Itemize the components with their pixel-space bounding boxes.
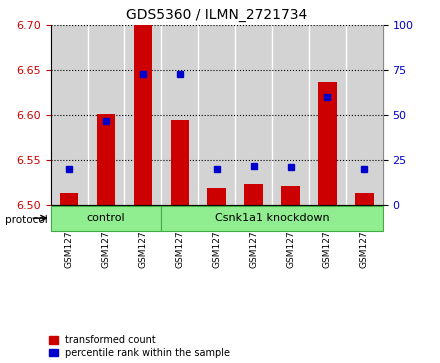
Title: GDS5360 / ILMN_2721734: GDS5360 / ILMN_2721734 xyxy=(126,8,307,22)
Bar xyxy=(198,25,235,205)
Bar xyxy=(309,25,346,205)
Bar xyxy=(125,25,161,205)
Bar xyxy=(51,25,88,205)
Legend: transformed count, percentile rank within the sample: transformed count, percentile rank withi… xyxy=(49,335,231,358)
Text: Csnk1a1 knockdown: Csnk1a1 knockdown xyxy=(215,213,330,223)
Bar xyxy=(161,25,198,205)
Bar xyxy=(134,25,152,205)
Bar xyxy=(346,25,383,205)
FancyBboxPatch shape xyxy=(161,207,383,231)
Bar xyxy=(272,25,309,205)
Bar xyxy=(355,193,374,205)
Text: control: control xyxy=(87,213,125,223)
Bar xyxy=(171,120,189,205)
Bar xyxy=(97,114,115,205)
Bar xyxy=(235,25,272,205)
Bar xyxy=(60,193,78,205)
Text: protocol: protocol xyxy=(5,215,48,225)
Bar xyxy=(208,188,226,205)
FancyBboxPatch shape xyxy=(51,207,161,231)
Bar xyxy=(88,25,125,205)
Bar xyxy=(244,184,263,205)
Bar xyxy=(318,82,337,205)
Bar xyxy=(281,186,300,205)
